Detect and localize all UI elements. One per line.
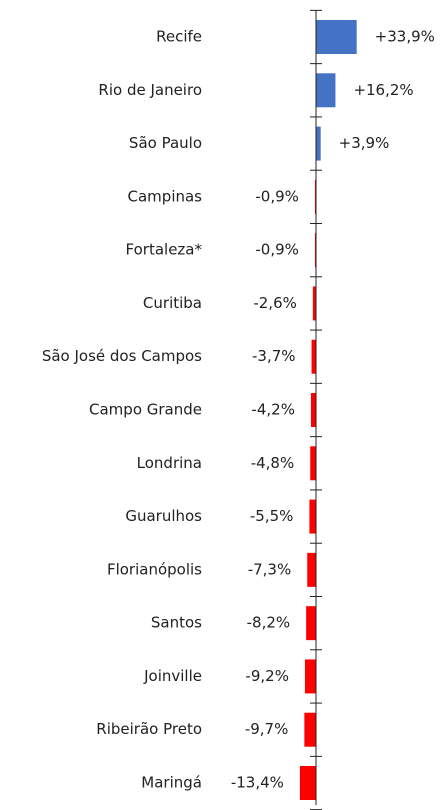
bar — [309, 499, 316, 534]
value-label: -9,2% — [245, 667, 289, 685]
value-label: +3,9% — [339, 134, 390, 152]
bar — [316, 126, 321, 161]
category-label: São José dos Campos — [42, 347, 202, 365]
bar — [306, 606, 316, 641]
value-label: -3,7% — [252, 347, 296, 365]
bar — [311, 339, 316, 374]
bar — [312, 286, 316, 321]
category-label: Campinas — [128, 187, 203, 205]
value-label: -2,6% — [253, 294, 297, 312]
category-label: São Paulo — [129, 134, 202, 152]
category-label: Rio de Janeiro — [98, 81, 202, 99]
category-label: Recife — [156, 28, 202, 46]
value-label: -4,2% — [251, 401, 295, 419]
category-label: Joinville — [143, 667, 202, 685]
category-label: Londrina — [137, 454, 202, 472]
value-label: -13,4% — [231, 774, 284, 792]
category-label: Ribeirão Preto — [96, 720, 202, 738]
value-label: +16,2% — [353, 81, 413, 99]
category-label: Guarulhos — [125, 507, 202, 525]
bar — [314, 233, 316, 268]
category-label: Maringá — [141, 774, 202, 792]
value-label: -5,5% — [250, 507, 294, 525]
category-label: Fortaleza* — [126, 241, 203, 259]
category-label: Santos — [151, 614, 202, 632]
value-label: -0,9% — [255, 241, 299, 259]
value-label: -7,3% — [248, 560, 292, 578]
bar — [314, 179, 316, 214]
bar — [304, 712, 316, 747]
value-label: -4,8% — [251, 454, 295, 472]
bar — [316, 73, 336, 108]
category-label: Florianópolis — [107, 560, 202, 578]
bar — [310, 393, 316, 427]
bar — [304, 659, 316, 694]
value-label: -8,2% — [247, 614, 291, 632]
value-label: -9,7% — [245, 720, 289, 738]
bar — [316, 20, 357, 54]
bar — [310, 446, 316, 481]
value-label: -0,9% — [255, 187, 299, 205]
bar — [307, 552, 316, 587]
category-label: Campo Grande — [89, 401, 202, 419]
category-label: Curitiba — [143, 294, 202, 312]
bar — [299, 766, 316, 800]
value-label: +33,9% — [375, 28, 435, 46]
